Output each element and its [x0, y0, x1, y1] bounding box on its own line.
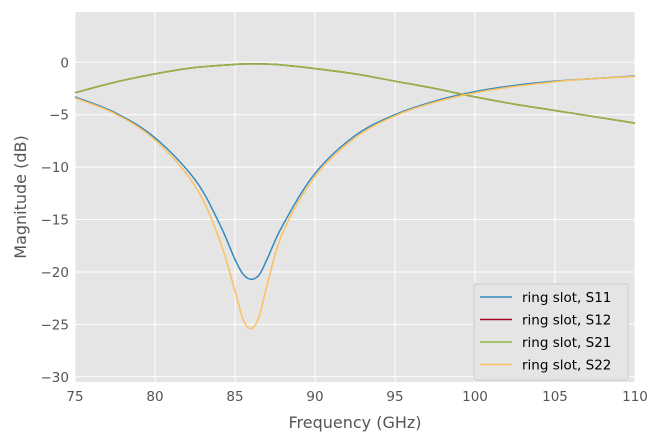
series-lines [74, 63, 636, 330]
y-tick-label: −10 [41, 160, 70, 176]
legend: ring slot, S11 ring slot, S12 ring slot, S… [473, 283, 629, 381]
x-tick-labels: 75 80 85 90 95 100 105 110 [66, 389, 647, 405]
y-tick-labels: 0 −5 −10 −15 −20 −25 −30 [41, 55, 70, 385]
y-tick-label: 0 [60, 55, 69, 71]
legend-item-s21: ring slot, S21 [480, 335, 611, 351]
x-tick-label: 75 [66, 389, 83, 405]
x-tick-label: 105 [542, 389, 568, 405]
x-tick-label: 85 [226, 389, 243, 405]
x-tick-label: 110 [622, 389, 648, 405]
legend-label: ring slot, S11 [522, 290, 611, 306]
y-tick-label: −15 [41, 213, 70, 229]
y-tick-label: −5 [49, 108, 69, 124]
legend-item-s12: ring slot, S12 [480, 313, 611, 329]
x-tick-label: 80 [146, 389, 163, 405]
grid [74, 12, 636, 382]
legend-box [473, 283, 629, 381]
x-tick-label: 90 [306, 389, 323, 405]
x-tick-label: 100 [462, 389, 488, 405]
legend-label: ring slot, S12 [522, 313, 611, 329]
legend-item-s11: ring slot, S11 [480, 290, 611, 306]
series-s22-line [74, 75, 636, 330]
y-tick-label: −30 [41, 370, 70, 386]
series-s11-line [74, 75, 636, 281]
y-tick-label: −25 [41, 317, 70, 333]
y-axis-label: Magnitude (dB) [11, 135, 30, 258]
legend-label: ring slot, S22 [522, 358, 611, 374]
x-axis-label: Frequency (GHz) [288, 413, 421, 432]
legend-label: ring slot, S21 [522, 335, 611, 351]
y-tick-label: −20 [41, 265, 70, 281]
series-s21-line [74, 63, 636, 124]
x-tick-label: 95 [386, 389, 403, 405]
legend-item-s22: ring slot, S22 [480, 358, 611, 374]
